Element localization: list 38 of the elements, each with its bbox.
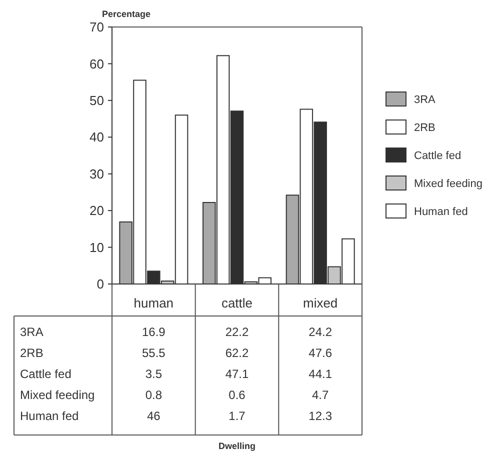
x-tick-label: cattle bbox=[221, 296, 253, 311]
text: 2RB bbox=[20, 346, 44, 360]
data-label: 4.7 bbox=[312, 388, 329, 402]
data-label: 62.2 bbox=[225, 346, 249, 360]
y-tick-label: 50 bbox=[90, 92, 104, 108]
y-tick-label: 40 bbox=[90, 130, 104, 145]
x-tick-label: human bbox=[134, 296, 174, 311]
data-label: 1.7 bbox=[228, 409, 246, 424]
legend-label: Cattle fed bbox=[414, 150, 462, 162]
legend-label: Human fed bbox=[414, 206, 468, 218]
data-label: 47.6 bbox=[308, 346, 332, 360]
y-axis-title: Percentage bbox=[102, 9, 151, 19]
legend-label: 3RA bbox=[414, 94, 436, 106]
data-label: 44.1 bbox=[308, 367, 332, 382]
text: Mixed feeding bbox=[20, 388, 95, 402]
y-tick-label: 60 bbox=[90, 56, 104, 72]
y-tick-label: 10 bbox=[90, 240, 104, 255]
text: 3RA bbox=[20, 325, 44, 340]
data-label: 0.8 bbox=[145, 388, 162, 402]
data-label: 55.5 bbox=[142, 346, 166, 360]
x-tick-label: mixed bbox=[302, 296, 338, 311]
text: Human fed bbox=[20, 409, 79, 424]
data-label: 12.3 bbox=[308, 409, 332, 424]
legend-label: 2RB bbox=[414, 122, 436, 134]
data-label: 3.5 bbox=[145, 367, 162, 382]
data-label: 47.1 bbox=[225, 367, 249, 382]
data-label: 0.6 bbox=[228, 388, 246, 402]
y-tick-label: 70 bbox=[90, 20, 104, 35]
data-label: 22.2 bbox=[225, 325, 249, 340]
y-tick-label: 30 bbox=[90, 166, 104, 182]
legend-label: Mixed feeding bbox=[414, 178, 482, 190]
y-tick-label: 20 bbox=[90, 203, 104, 218]
data-label: 46 bbox=[146, 409, 161, 424]
text: Dwelling bbox=[218, 441, 256, 451]
data-label: 16.9 bbox=[142, 325, 166, 340]
y-tick-label: 0 bbox=[96, 276, 104, 292]
text: Cattle fed bbox=[20, 367, 72, 382]
data-label: 24.2 bbox=[308, 325, 332, 340]
